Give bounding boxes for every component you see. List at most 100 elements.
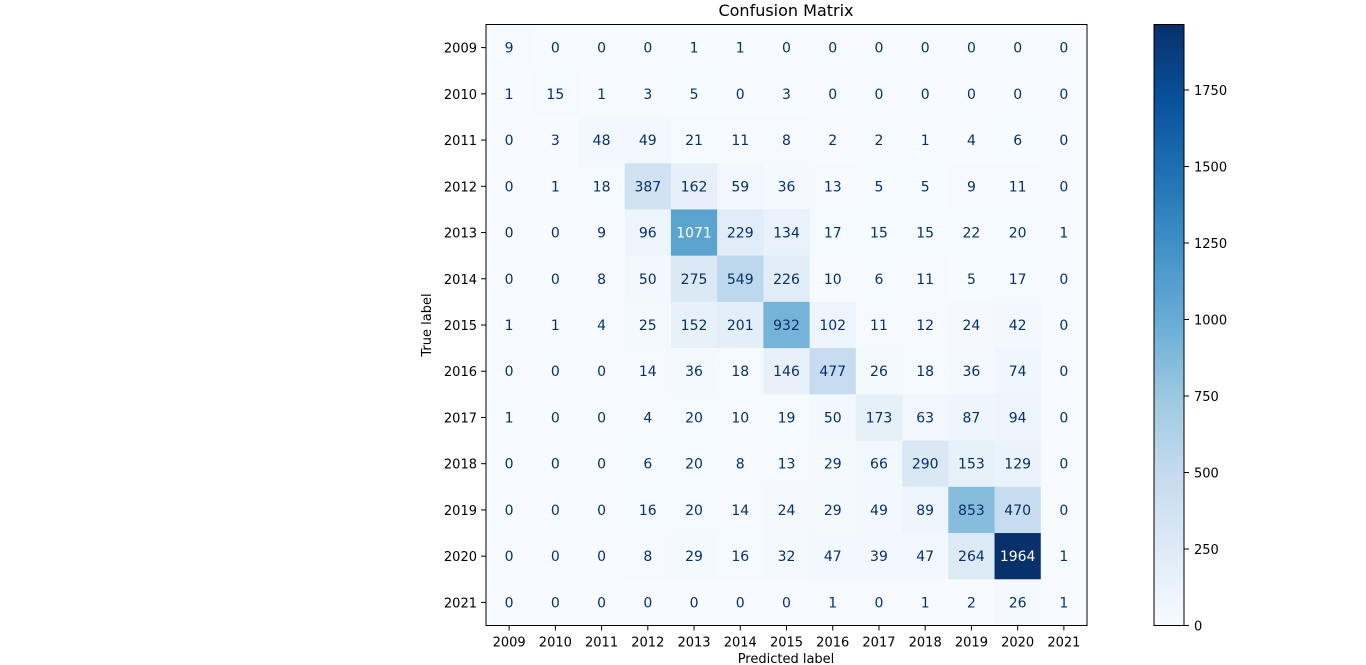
heatmap-cell	[670, 394, 718, 442]
cell-value-label: 0	[551, 595, 560, 611]
heatmap-cell	[763, 70, 811, 118]
heatmap-cell	[624, 255, 672, 303]
heatmap-cell	[624, 116, 672, 164]
cell-value-label: 0	[551, 226, 560, 242]
cell-value-label: 5	[967, 272, 976, 288]
cell-value-label: 0	[782, 41, 791, 57]
heatmap-cell	[486, 163, 533, 210]
heatmap-cell	[717, 486, 764, 534]
heatmap-cell	[902, 394, 949, 442]
heatmap-cell	[763, 533, 811, 580]
cell-value-label: 0	[1013, 41, 1022, 57]
heatmap-cell	[1040, 209, 1088, 257]
cell-value-label: 11	[1009, 179, 1027, 195]
x-tick-label: 2014	[724, 636, 757, 651]
cell-value-label: 10	[731, 410, 749, 426]
cell-value-label: 0	[505, 595, 514, 611]
heatmap-cell	[994, 255, 1042, 303]
heatmap-cell	[902, 209, 949, 257]
cell-value-label: 42	[1009, 318, 1027, 334]
heatmap-cell	[578, 255, 626, 303]
heatmap-cell-labels: 9 0 0 0 1 1 0 0 0 0 0 0 01 15 1 3 5 0 3 0 0 0 0 0 00 3 48 49 21 11 8 2 2…	[505, 41, 1069, 612]
heatmap-cell	[948, 486, 996, 534]
heatmap-cell	[809, 163, 857, 210]
heatmap-cell	[763, 255, 811, 303]
heatmap-cell	[578, 301, 626, 349]
cell-value-label: 0	[875, 87, 884, 103]
heatmap-cell	[809, 209, 857, 257]
heatmap-cell	[670, 116, 718, 164]
cell-value-label: 8	[782, 133, 791, 149]
cell-value-label: 0	[643, 41, 652, 57]
colorbar-tick-label: 1250	[1194, 237, 1227, 252]
heatmap-cell	[902, 70, 949, 118]
cell-value-label: 0	[551, 457, 560, 473]
cell-value-label: 4	[643, 410, 652, 426]
cell-value-label: 226	[773, 272, 800, 288]
cell-value-label: 0	[1059, 457, 1068, 473]
heatmap-cell	[994, 116, 1042, 164]
heatmap-cell	[902, 440, 949, 488]
heatmap-cell	[1040, 440, 1088, 488]
x-tick-label: 2012	[631, 636, 664, 651]
cell-value-label: 9	[967, 179, 976, 195]
heatmap-cell	[717, 533, 764, 580]
cell-value-label: 8	[643, 549, 652, 565]
y-axis-label: True label	[420, 293, 435, 357]
cell-value-label: 50	[824, 410, 842, 426]
colorbar	[1153, 24, 1185, 626]
heatmap-cell	[1040, 24, 1088, 72]
heatmap-cell	[855, 116, 903, 164]
heatmap-cell	[809, 348, 857, 395]
heatmap-cell	[855, 579, 903, 626]
heatmap-cell	[578, 348, 626, 395]
heatmap-cell	[670, 70, 718, 118]
cell-value-label: 0	[1059, 179, 1068, 195]
heatmap-cell	[578, 24, 626, 72]
heatmap-cell	[532, 209, 579, 257]
cell-value-label: 87	[963, 410, 981, 426]
cell-value-label: 0	[505, 503, 514, 519]
cell-value-label: 201	[727, 318, 754, 334]
heatmap-cell	[1040, 579, 1088, 626]
heatmap-cell	[855, 348, 903, 395]
heatmap-cell	[624, 163, 672, 210]
y-tick-label: 2018	[444, 458, 477, 473]
cell-value-label: 36	[963, 364, 981, 380]
heatmap-cell	[809, 116, 857, 164]
heatmap-cell	[717, 116, 764, 164]
heatmap-cell	[717, 394, 764, 442]
cell-value-label: 1	[505, 410, 514, 426]
colorbar-tick-label: 1000	[1194, 313, 1227, 328]
heatmap-cell	[717, 163, 764, 210]
y-tick-label: 2019	[444, 504, 477, 519]
heatmap-cell	[948, 301, 996, 349]
heatmap-cell	[902, 486, 949, 534]
heatmap-cell	[670, 348, 718, 395]
heatmap-cell	[902, 116, 949, 164]
cell-value-label: 14	[731, 503, 749, 519]
cell-value-label: 0	[967, 87, 976, 103]
heatmap-cell	[902, 533, 949, 580]
heatmap-cell	[670, 163, 718, 210]
cell-value-label: 47	[916, 549, 934, 565]
heatmap-cell	[624, 579, 672, 626]
heatmap-cell	[717, 255, 764, 303]
cell-value-label: 0	[967, 41, 976, 57]
heatmap-cell	[948, 533, 996, 580]
cell-value-label: 0	[921, 87, 930, 103]
heatmap-cell	[994, 301, 1042, 349]
cell-value-label: 932	[773, 318, 800, 334]
heatmap-cell	[948, 209, 996, 257]
cell-value-label: 1	[690, 41, 699, 57]
cell-value-label: 20	[685, 410, 703, 426]
heatmap-cell	[809, 301, 857, 349]
heatmap-cell	[717, 70, 764, 118]
heatmap-cell	[994, 163, 1042, 210]
x-tick-label: 2016	[816, 636, 849, 651]
cell-value-label: 94	[1009, 410, 1027, 426]
cell-value-label: 50	[639, 272, 657, 288]
cell-value-label: 13	[778, 457, 796, 473]
cell-value-label: 1	[1059, 226, 1068, 242]
x-tick-label: 2013	[677, 636, 710, 651]
